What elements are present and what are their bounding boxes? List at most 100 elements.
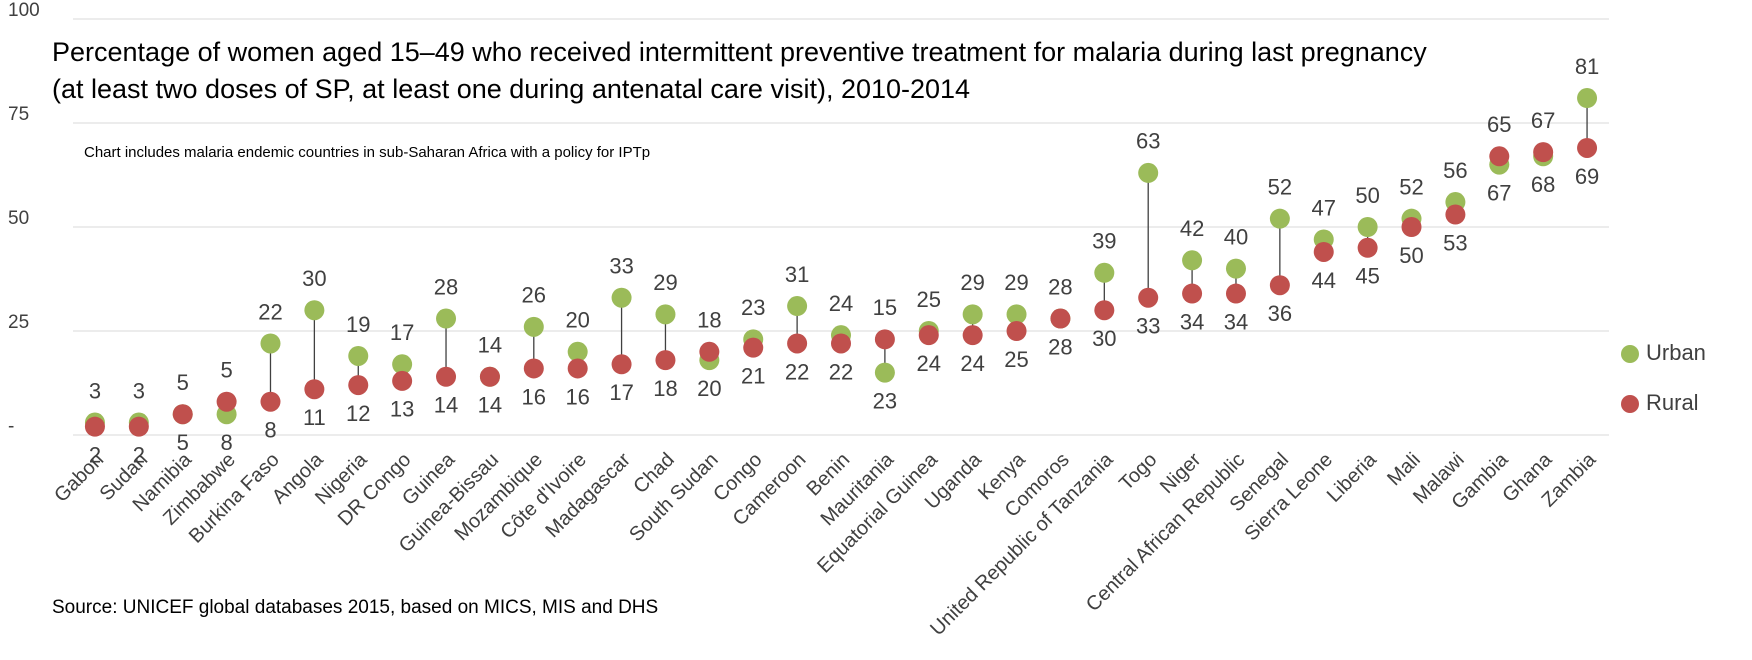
legend-marker <box>1621 345 1639 363</box>
data-label: 25 <box>1004 347 1028 372</box>
dot <box>567 341 588 362</box>
data-label: 36 <box>1268 301 1292 326</box>
data-label: 3 <box>133 378 145 403</box>
data-label: 45 <box>1355 264 1379 289</box>
dot <box>523 316 544 337</box>
dot <box>1533 142 1554 163</box>
data-label: 20 <box>565 308 589 333</box>
data-label: 2 <box>89 442 101 467</box>
data-label: 22 <box>258 299 282 324</box>
data-label: 17 <box>609 380 633 405</box>
data-label: 31 <box>785 262 809 287</box>
dot <box>1357 217 1378 237</box>
data-label: 33 <box>1136 314 1160 339</box>
data-label: 40 <box>1224 224 1248 249</box>
dot <box>523 358 544 379</box>
data-label: 56 <box>1443 158 1467 183</box>
data-label: 34 <box>1180 309 1204 334</box>
dot <box>918 325 939 346</box>
dot <box>1138 162 1159 183</box>
dot <box>787 333 808 354</box>
data-label: 67 <box>1531 108 1555 133</box>
data-label: 19 <box>346 312 370 337</box>
dot <box>567 358 588 379</box>
dot <box>1094 262 1115 283</box>
data-label: 5 <box>177 430 189 455</box>
dot <box>1006 304 1027 325</box>
dot <box>304 300 325 321</box>
dot <box>436 366 457 387</box>
dot <box>1269 275 1290 296</box>
dot <box>128 416 149 437</box>
data-label: 12 <box>346 401 370 426</box>
data-label: 29 <box>1004 270 1028 295</box>
chart-title: (at least two doses of SP, at least one … <box>52 74 970 104</box>
data-label: 67 <box>1487 180 1511 205</box>
data-label: 34 <box>1224 309 1248 334</box>
dot <box>84 416 105 437</box>
data-label: 14 <box>478 333 502 358</box>
data-label: 28 <box>1048 274 1072 299</box>
data-label: 44 <box>1312 268 1336 293</box>
data-label: 68 <box>1531 172 1555 197</box>
data-label: 22 <box>829 359 853 384</box>
legend-marker <box>1621 395 1639 413</box>
chart-title: Percentage of women aged 15–49 who recei… <box>52 37 1427 67</box>
data-label: 24 <box>917 351 941 376</box>
dot <box>1357 237 1378 258</box>
dot <box>1050 308 1071 329</box>
dot <box>216 391 237 412</box>
data-label: 23 <box>873 388 897 413</box>
data-label: 16 <box>522 384 546 409</box>
dot <box>787 296 808 317</box>
data-label: 69 <box>1575 164 1599 189</box>
data-label: 14 <box>478 393 502 418</box>
x-tick-label: Togo <box>1115 449 1161 495</box>
data-label: 5 <box>177 370 189 395</box>
data-label: 29 <box>960 270 984 295</box>
dot <box>1577 88 1598 109</box>
dot <box>874 362 895 383</box>
dot <box>1138 287 1159 308</box>
dot <box>348 345 369 366</box>
data-label: 18 <box>653 376 677 401</box>
data-label: 14 <box>434 393 458 418</box>
y-tick-label: 50 <box>8 208 29 229</box>
data-label: 50 <box>1399 243 1423 268</box>
data-label: 52 <box>1268 174 1292 199</box>
x-tick-label: Liberia <box>1323 448 1382 507</box>
dot <box>962 325 983 346</box>
dot <box>743 337 764 358</box>
data-label: 30 <box>302 266 326 291</box>
data-label: 42 <box>1180 216 1204 241</box>
dot <box>874 329 895 350</box>
dot <box>304 379 325 400</box>
data-label: 23 <box>741 295 765 320</box>
y-tick-label: - <box>8 416 14 437</box>
data-label: 25 <box>917 287 941 312</box>
dot <box>348 375 369 396</box>
data-label: 24 <box>960 351 984 376</box>
grid: - 25 50 75 100 <box>8 0 1609 437</box>
data-label: 8 <box>220 430 232 455</box>
dot <box>260 391 281 412</box>
data-label: 22 <box>785 359 809 384</box>
y-tick-label: 25 <box>8 312 29 333</box>
data-label: 2 <box>133 442 145 467</box>
data-label: 28 <box>1048 334 1072 359</box>
data-label: 50 <box>1355 183 1379 208</box>
source: Source: UNICEF global databases 2015, ba… <box>52 597 658 618</box>
data-label: 15 <box>873 295 897 320</box>
data-label: 20 <box>697 376 721 401</box>
data-label: 16 <box>565 384 589 409</box>
dot <box>1445 204 1466 225</box>
dot <box>611 287 632 308</box>
data-label: 30 <box>1092 326 1116 351</box>
dot <box>1182 250 1203 271</box>
data-label: 24 <box>829 291 853 316</box>
dot <box>260 333 281 354</box>
dot <box>392 354 413 375</box>
y-tick-label: 100 <box>8 0 40 21</box>
data-label: 13 <box>390 397 414 422</box>
